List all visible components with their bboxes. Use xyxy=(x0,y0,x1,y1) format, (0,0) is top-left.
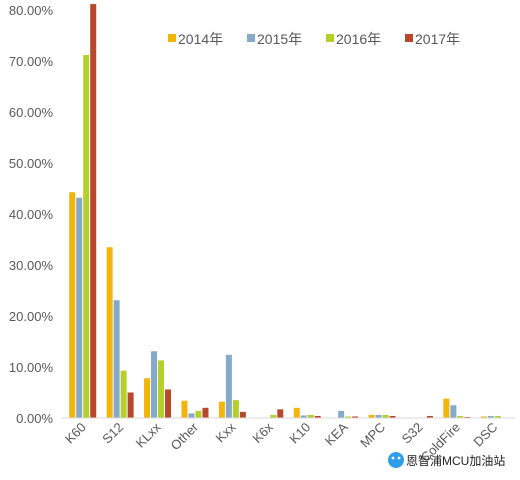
y-tick-label: 20.00% xyxy=(9,309,54,324)
bar xyxy=(293,407,300,418)
x-category-label: Kxx xyxy=(213,419,239,445)
bar xyxy=(307,414,314,418)
bar xyxy=(314,415,321,418)
bar xyxy=(426,415,433,418)
legend-label: 2016年 xyxy=(336,31,381,47)
x-category-label: K10 xyxy=(286,420,313,447)
bar xyxy=(151,351,158,418)
bar xyxy=(218,401,225,418)
bar xyxy=(480,416,487,418)
bar xyxy=(368,414,375,418)
watermark: 恩智浦MCU加油站 xyxy=(388,452,505,468)
x-category-label: KLxx xyxy=(133,419,164,450)
bar xyxy=(457,415,464,418)
watermark-text: 恩智浦MCU加油站 xyxy=(406,453,505,468)
legend-label: 2015年 xyxy=(257,31,302,47)
x-category-label: Other xyxy=(167,419,201,453)
x-category-label: MPC xyxy=(357,420,388,451)
bar xyxy=(76,197,83,418)
bar xyxy=(494,415,501,418)
bar xyxy=(106,247,113,418)
y-tick-label: 60.00% xyxy=(9,105,54,120)
y-tick-label: 0.00% xyxy=(16,411,53,426)
bar xyxy=(181,400,188,418)
x-category-label: DSC xyxy=(470,420,500,450)
bar xyxy=(389,415,396,418)
bar xyxy=(300,415,307,418)
bar xyxy=(450,405,457,418)
legend-swatch xyxy=(326,34,334,42)
y-tick-label: 80.00% xyxy=(9,3,54,18)
bar xyxy=(165,389,172,418)
bar xyxy=(382,414,389,418)
x-category-label: K60 xyxy=(62,420,89,447)
x-category-label: S12 xyxy=(99,420,126,447)
legend-swatch xyxy=(247,34,255,42)
bar xyxy=(127,392,134,418)
x-category-label: K6x xyxy=(249,419,276,446)
x-category-label: S32 xyxy=(399,420,426,447)
bar xyxy=(83,55,90,419)
bar xyxy=(225,354,232,418)
y-axis-ticks: 0.00% 10.00% 20.00% 30.00% 40.00% 50.00% 60.00… xyxy=(9,3,54,426)
x-category-label: KEA xyxy=(322,419,351,448)
bar xyxy=(375,414,382,418)
y-tick-label: 30.00% xyxy=(9,258,54,273)
bar xyxy=(69,192,76,418)
bar xyxy=(277,409,284,418)
bar xyxy=(113,300,120,418)
bar xyxy=(352,416,359,418)
bar xyxy=(158,360,165,418)
y-tick-label: 40.00% xyxy=(9,207,54,222)
legend-label: 2017年 xyxy=(415,31,460,47)
bar xyxy=(345,416,352,418)
bar xyxy=(443,398,450,418)
legend-swatch xyxy=(405,34,413,42)
y-tick-label: 10.00% xyxy=(9,360,54,375)
legend: 2014年 2015年 2016年 2017年 xyxy=(168,31,460,47)
bar xyxy=(464,416,471,418)
legend-swatch xyxy=(168,34,176,42)
bar xyxy=(270,414,277,418)
legend-label: 2014年 xyxy=(178,31,223,47)
bar xyxy=(338,410,345,418)
bar xyxy=(487,415,494,418)
wechat-bubble-icon xyxy=(388,452,404,468)
bar xyxy=(144,378,151,418)
bar xyxy=(188,413,195,418)
bar xyxy=(90,4,97,418)
bar xyxy=(239,411,246,418)
bar xyxy=(120,370,127,418)
bar xyxy=(195,410,202,418)
y-tick-label: 50.00% xyxy=(9,156,54,171)
bars xyxy=(69,4,501,419)
y-tick-label: 70.00% xyxy=(9,54,54,69)
bar xyxy=(202,407,209,418)
bar xyxy=(232,400,239,418)
